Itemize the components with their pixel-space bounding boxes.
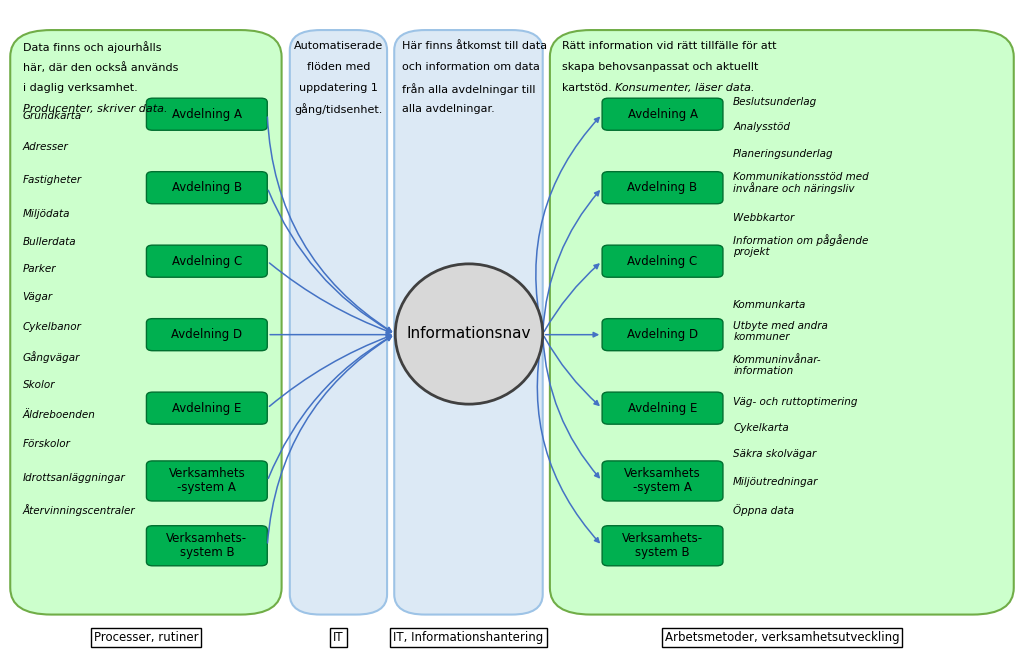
Text: Bullerdata: Bullerdata (23, 238, 76, 247)
Text: Kommunikationsstöd med
invånare och näringsliv: Kommunikationsstöd med invånare och näri… (733, 172, 869, 194)
Text: Öppna data: Öppna data (733, 504, 795, 516)
FancyArrowPatch shape (267, 337, 391, 543)
Text: Adresser: Adresser (23, 142, 69, 152)
Text: Väg- och ruttoptimering: Väg- och ruttoptimering (733, 397, 858, 407)
Text: Miljöutredningar: Miljöutredningar (733, 478, 818, 487)
Text: Planeringsunderlag: Planeringsunderlag (733, 149, 834, 158)
Text: Verksamhets-
system B: Verksamhets- system B (166, 532, 248, 559)
FancyBboxPatch shape (146, 98, 267, 130)
FancyBboxPatch shape (10, 30, 282, 615)
FancyArrowPatch shape (267, 117, 391, 331)
Text: Säkra skolvägar: Säkra skolvägar (733, 450, 816, 459)
Text: Här finns åtkomst till data: Här finns åtkomst till data (402, 41, 548, 51)
Text: Fastigheter: Fastigheter (23, 176, 82, 185)
FancyBboxPatch shape (602, 319, 723, 351)
Text: Informationsnav: Informationsnav (407, 327, 531, 341)
FancyArrowPatch shape (268, 190, 391, 332)
Text: Avdelning B: Avdelning B (172, 181, 242, 194)
FancyBboxPatch shape (602, 172, 723, 204)
Text: flöden med: flöden med (307, 62, 370, 72)
FancyArrowPatch shape (544, 264, 599, 331)
Text: här, där den också används: här, där den också används (23, 62, 178, 73)
FancyArrowPatch shape (543, 191, 599, 331)
Text: Arbetsmetoder, verksamhetsutveckling: Arbetsmetoder, verksamhetsutveckling (665, 631, 899, 645)
Text: Automatiserade: Automatiserade (294, 41, 383, 51)
Text: Gångvägar: Gångvägar (23, 351, 80, 363)
Text: Verksamhets
-system A: Verksamhets -system A (169, 468, 245, 494)
Text: Avdelning C: Avdelning C (628, 255, 697, 268)
Text: och information om data: och information om data (402, 62, 541, 72)
Text: Grundkarta: Grundkarta (23, 112, 82, 121)
Text: Cykelkarta: Cykelkarta (733, 423, 788, 432)
Text: Parker: Parker (23, 264, 56, 273)
Text: gång/tidsenhet.: gång/tidsenhet. (294, 104, 383, 116)
FancyBboxPatch shape (394, 30, 543, 615)
FancyArrowPatch shape (546, 333, 598, 337)
Text: Utbyte med andra
kommuner: Utbyte med andra kommuner (733, 321, 828, 342)
Text: Skolor: Skolor (23, 381, 55, 390)
Text: Data finns och ajourhålls: Data finns och ajourhålls (23, 41, 161, 53)
Text: Rätt information vid rätt tillfälle för att: Rätt information vid rätt tillfälle för … (562, 41, 776, 51)
FancyArrowPatch shape (269, 263, 391, 333)
Text: IT: IT (333, 631, 344, 645)
FancyBboxPatch shape (146, 461, 267, 501)
FancyArrowPatch shape (544, 337, 599, 405)
FancyArrowPatch shape (538, 337, 599, 542)
FancyBboxPatch shape (550, 30, 1014, 615)
Text: Avdelning B: Avdelning B (628, 181, 697, 194)
Text: IT, Informationshantering: IT, Informationshantering (393, 631, 544, 645)
FancyBboxPatch shape (146, 172, 267, 204)
Text: Miljödata: Miljödata (23, 209, 70, 218)
Text: Avdelning E: Avdelning E (172, 401, 242, 415)
FancyBboxPatch shape (146, 245, 267, 277)
FancyBboxPatch shape (602, 392, 723, 424)
FancyArrowPatch shape (268, 336, 391, 478)
Text: Avdelning C: Avdelning C (172, 255, 242, 268)
Text: skapa behovsanpassat och aktuellt: skapa behovsanpassat och aktuellt (562, 62, 759, 72)
FancyArrowPatch shape (536, 118, 599, 331)
Text: alla avdelningar.: alla avdelningar. (402, 104, 496, 114)
Text: Verksamhets
-system A: Verksamhets -system A (625, 468, 700, 494)
Text: Beslutsunderlag: Beslutsunderlag (733, 98, 817, 107)
Text: Verksamhets-
system B: Verksamhets- system B (622, 532, 703, 559)
Text: Avdelning D: Avdelning D (627, 328, 698, 341)
Text: Återvinningscentraler: Återvinningscentraler (23, 504, 135, 516)
FancyBboxPatch shape (602, 461, 723, 501)
Text: Processer, rutiner: Processer, rutiner (93, 631, 199, 645)
FancyBboxPatch shape (146, 392, 267, 424)
Text: Avdelning A: Avdelning A (628, 108, 697, 121)
Text: Avdelning E: Avdelning E (628, 401, 697, 415)
FancyBboxPatch shape (602, 98, 723, 130)
Text: Kommunkarta: Kommunkarta (733, 300, 807, 309)
FancyBboxPatch shape (146, 319, 267, 351)
FancyBboxPatch shape (146, 526, 267, 566)
Text: Information om pågående
projekt: Information om pågående projekt (733, 234, 868, 257)
Text: uppdatering 1: uppdatering 1 (299, 83, 378, 93)
Ellipse shape (395, 264, 543, 404)
Text: från alla avdelningar till: från alla avdelningar till (402, 83, 536, 95)
FancyArrowPatch shape (543, 337, 599, 478)
Text: Cykelbanor: Cykelbanor (23, 323, 81, 332)
Text: Äldreboenden: Äldreboenden (23, 411, 95, 420)
Text: Kommuninvånar-
information: Kommuninvånar- information (733, 355, 822, 376)
Text: i daglig verksamhet.: i daglig verksamhet. (23, 83, 137, 93)
FancyBboxPatch shape (602, 245, 723, 277)
Text: Webbkartor: Webbkartor (733, 213, 795, 222)
Text: Avdelning D: Avdelning D (171, 328, 243, 341)
Text: kartstöd.: kartstöd. (562, 83, 615, 93)
Text: Idrottsanläggningar: Idrottsanläggningar (23, 473, 125, 482)
Text: Analysstöd: Analysstöd (733, 122, 791, 132)
Text: Förskolor: Förskolor (23, 440, 71, 449)
Text: Avdelning A: Avdelning A (172, 108, 242, 121)
FancyArrowPatch shape (269, 335, 391, 406)
Text: Producenter, skriver data.: Producenter, skriver data. (23, 104, 167, 114)
FancyBboxPatch shape (290, 30, 387, 615)
FancyArrowPatch shape (270, 333, 391, 337)
Text: Vägar: Vägar (23, 293, 52, 302)
Text: Konsumenter, läser data.: Konsumenter, läser data. (615, 83, 755, 93)
FancyBboxPatch shape (602, 526, 723, 566)
